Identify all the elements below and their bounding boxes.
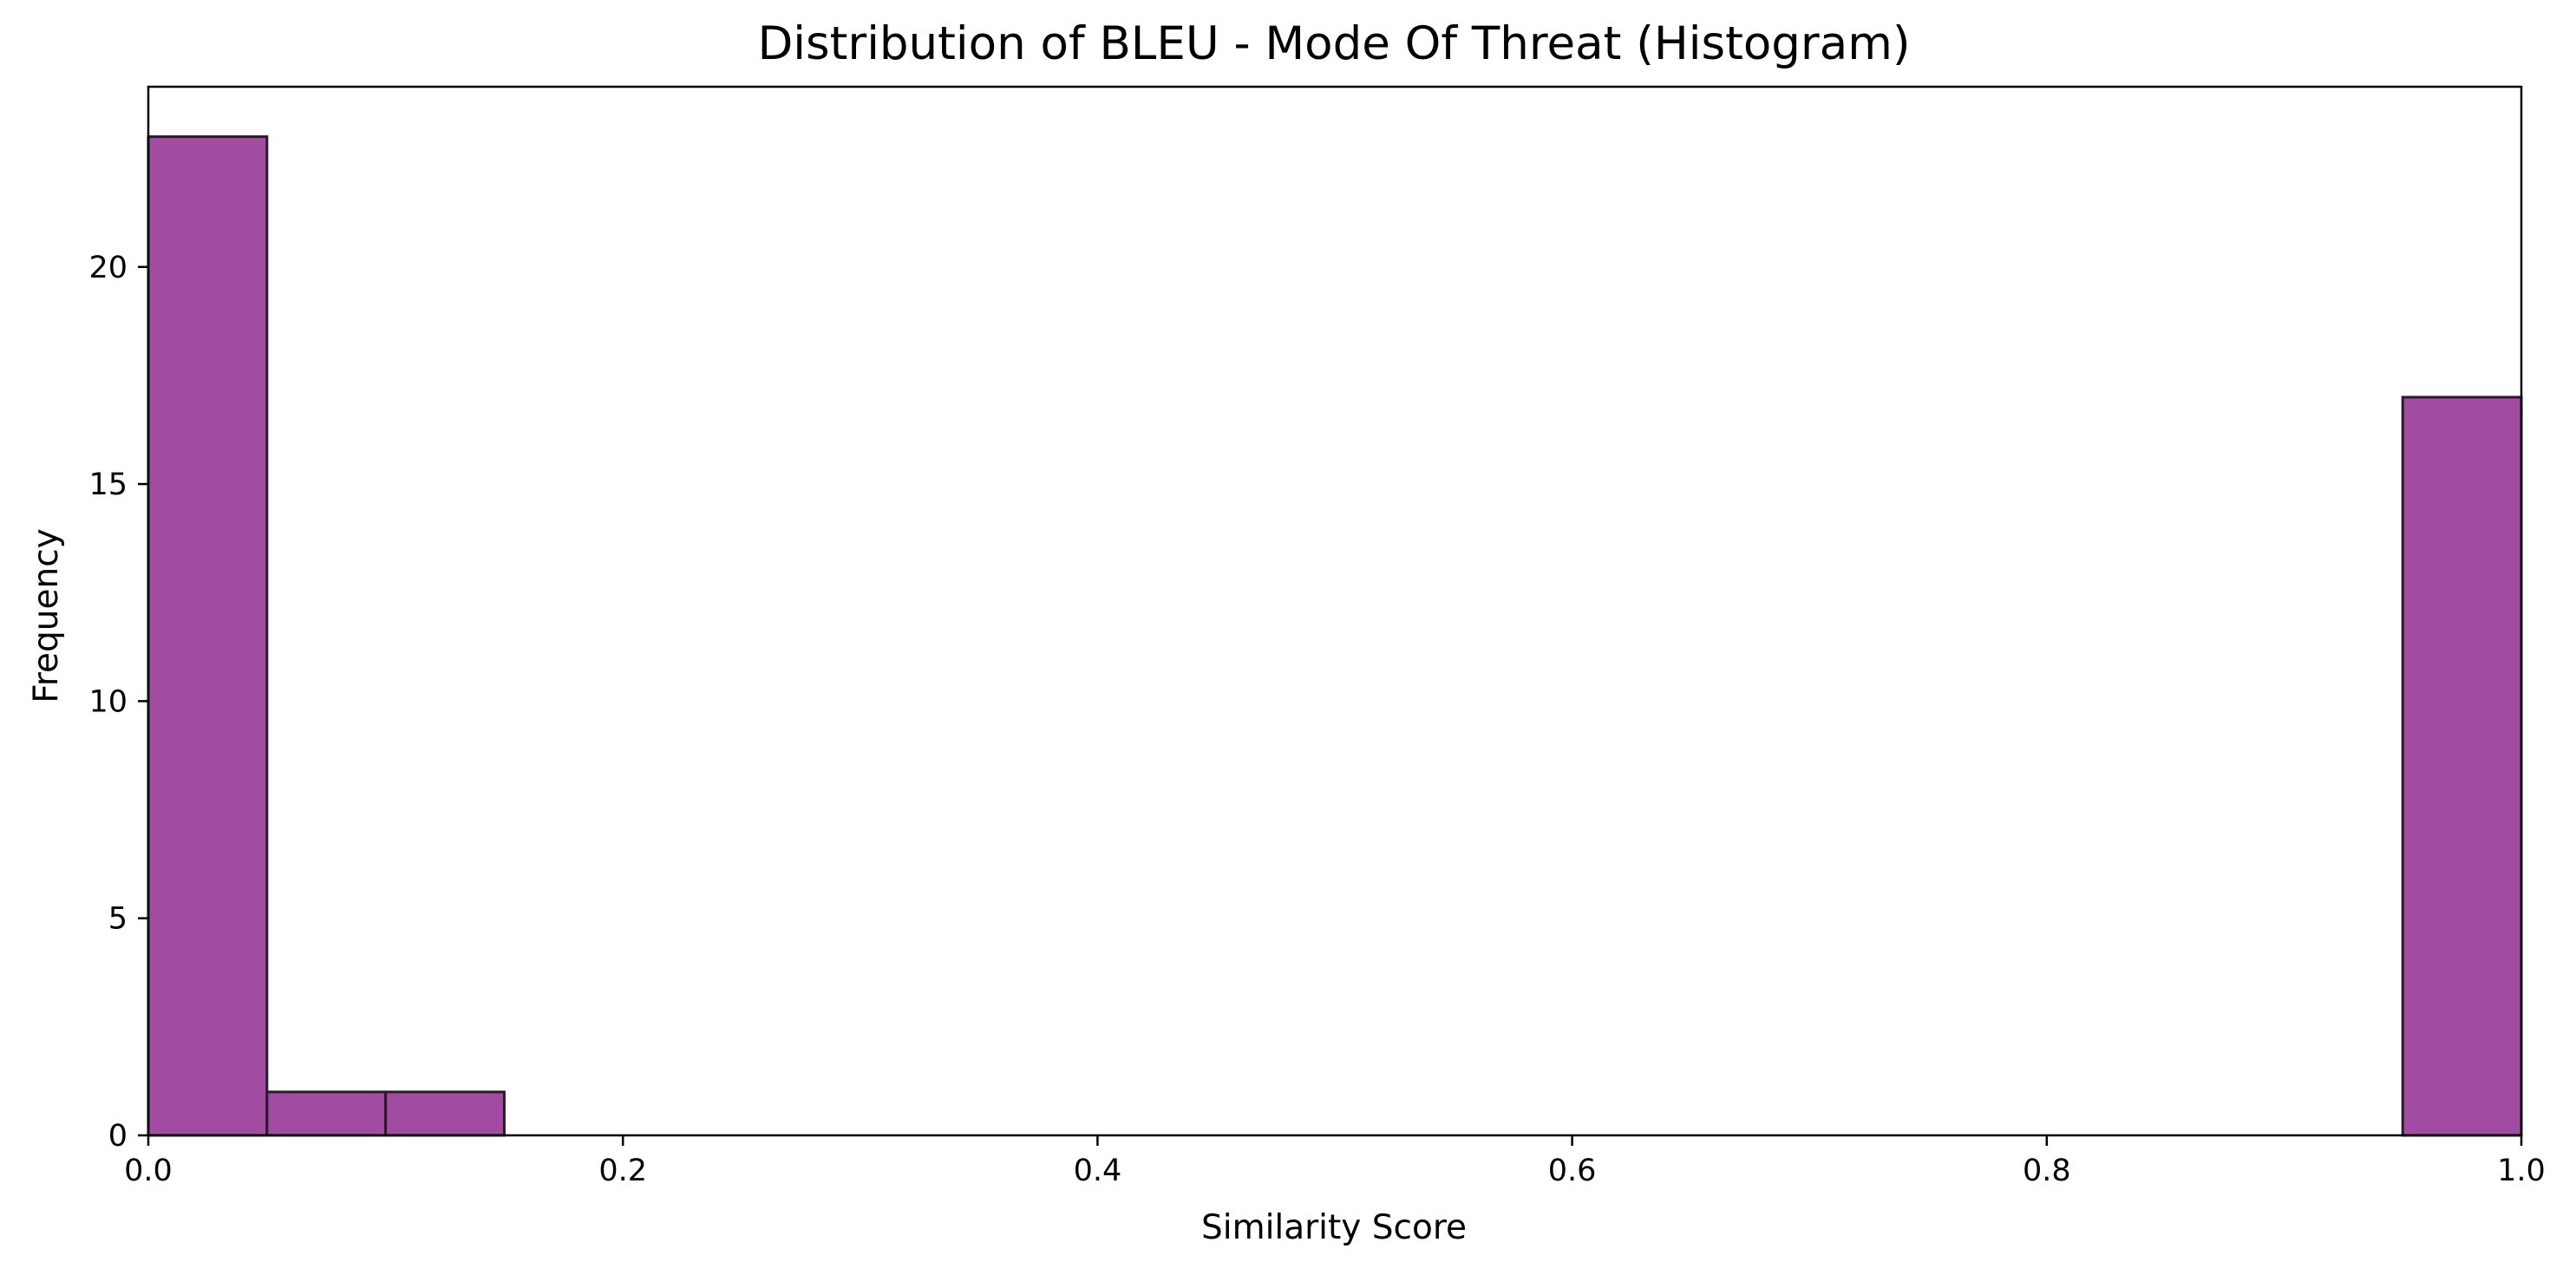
y-tick-label: 20 xyxy=(88,251,127,285)
histogram-bar xyxy=(384,1090,506,1137)
y-tick-label: 0 xyxy=(108,1119,127,1154)
x-tick-label: 0.6 xyxy=(1548,1154,1597,1188)
axes-layer: 0.0 0.2 0.4 0.6 0.8 1.0 0 5 10 15 20 xyxy=(88,85,2546,1188)
y-tick-label: 5 xyxy=(108,902,127,937)
x-axis-label: Similarity Score xyxy=(1201,1208,1467,1247)
x-tick-label: 0.4 xyxy=(1074,1154,1122,1188)
histogram-bar xyxy=(2401,396,2523,1137)
y-tick-label: 15 xyxy=(88,468,127,502)
plot-frame xyxy=(147,85,2523,1137)
y-axis-label: Frequency xyxy=(27,528,66,703)
histogram-bar xyxy=(147,135,269,1137)
x-tick-label: 1.0 xyxy=(2497,1154,2546,1188)
chart-title: Distribution of BLEU - Mode Of Threat (H… xyxy=(757,17,1910,70)
y-tick-label: 10 xyxy=(88,684,127,719)
histogram-bar xyxy=(265,1090,388,1137)
x-tick-label: 0.2 xyxy=(598,1154,647,1188)
x-tick-label: 0.8 xyxy=(2023,1154,2071,1188)
bars-layer xyxy=(147,135,2523,1137)
x-tick-label: 0.0 xyxy=(124,1154,173,1188)
